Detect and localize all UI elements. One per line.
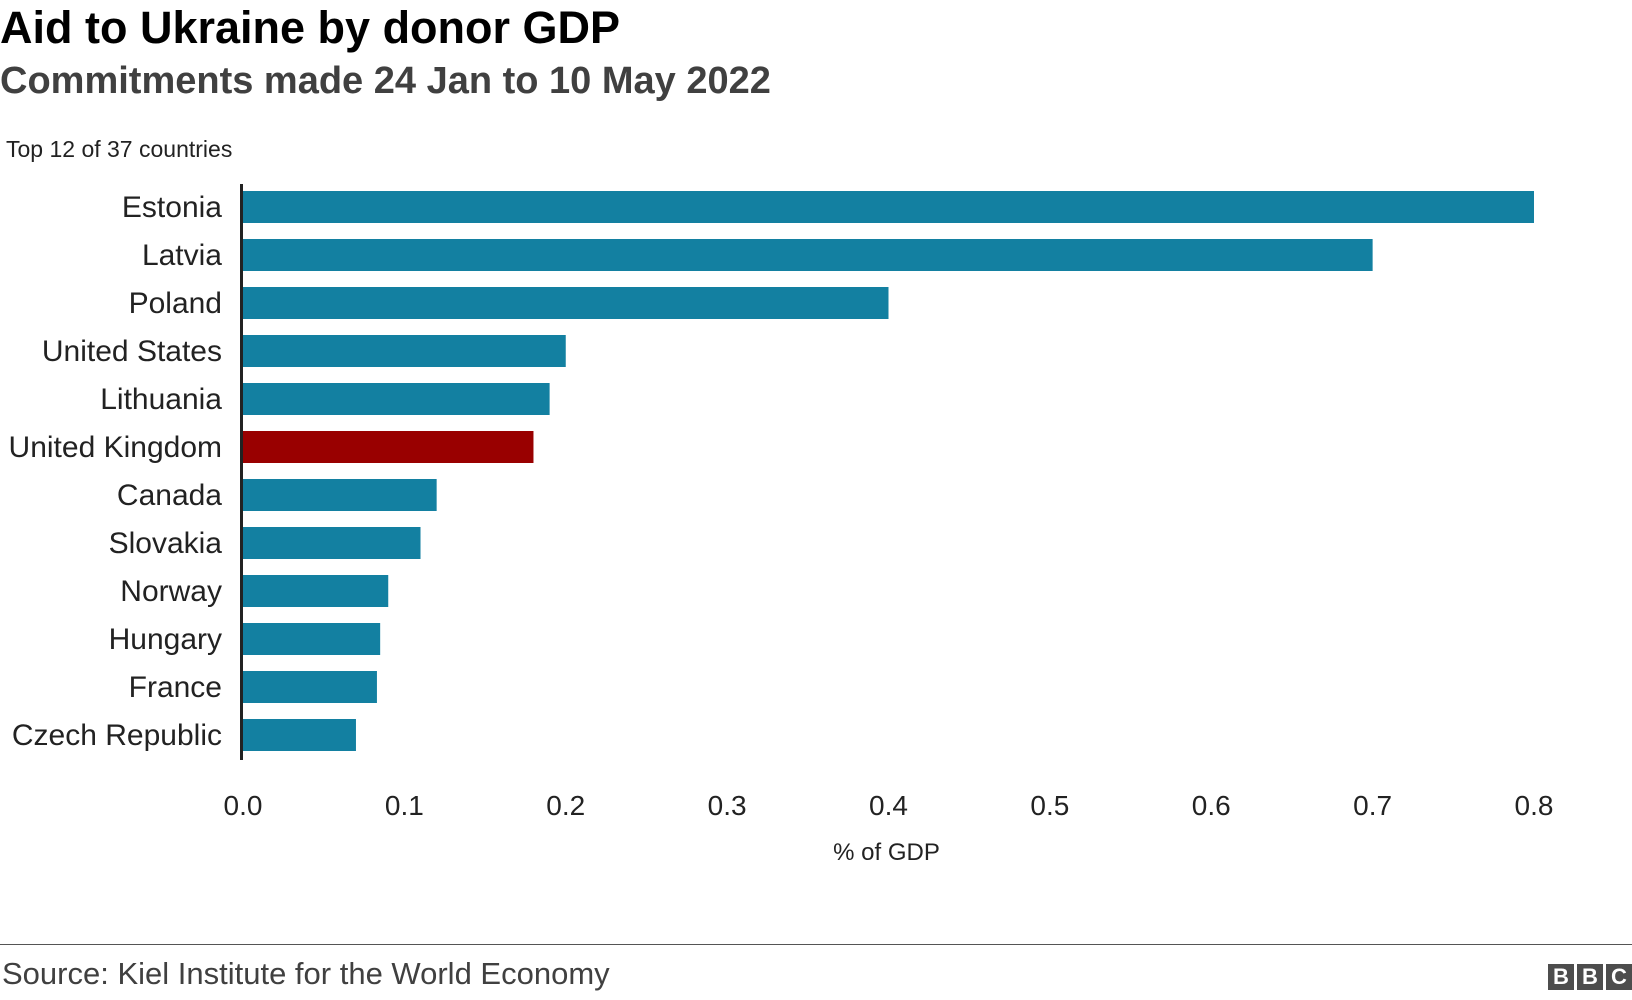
bar-united-states <box>243 335 566 367</box>
x-tick-label: 0.5 <box>1030 790 1069 821</box>
x-tick-label: 0.0 <box>224 790 263 821</box>
bar-czech-republic <box>243 719 356 751</box>
category-label: Canada <box>117 479 222 512</box>
category-label: Poland <box>129 287 222 320</box>
chart-title: Aid to Ukraine by donor GDP <box>0 2 621 53</box>
x-tick-label: 0.4 <box>869 790 908 821</box>
x-axis-label: % of GDP <box>833 839 940 866</box>
bar-hungary <box>243 623 381 655</box>
category-label: France <box>129 671 222 704</box>
bars-group <box>243 191 1534 751</box>
bar-chart: Estonia Latvia Poland United States Lithuani… <box>9 184 1554 866</box>
bbc-logo: B B C <box>1548 964 1632 990</box>
x-tick-label: 0.2 <box>546 790 585 821</box>
chart-subtitle: Commitments made 24 Jan to 10 May 2022 <box>0 60 771 102</box>
category-label: United States <box>42 335 222 368</box>
logo-letter: B <box>1577 964 1603 990</box>
category-label: Hungary <box>109 623 222 656</box>
bar-slovakia <box>243 527 421 559</box>
source-note: Source: Kiel Institute for the World Eco… <box>2 956 610 991</box>
category-label: Estonia <box>122 191 222 224</box>
bar-poland <box>243 287 889 319</box>
logo-letter: C <box>1606 964 1632 990</box>
category-label: Lithuania <box>100 383 222 416</box>
x-tick-label: 0.3 <box>708 790 747 821</box>
bar-canada <box>243 479 437 511</box>
bar-latvia <box>243 239 1373 271</box>
bar-united-kingdom <box>243 431 534 463</box>
bar-estonia <box>243 191 1534 223</box>
bar-france <box>243 671 377 703</box>
x-tick-labels-group: 0.0 0.1 0.2 0.3 0.4 0.5 0.6 0.7 0.8 <box>224 790 1554 821</box>
bar-lithuania <box>243 383 550 415</box>
x-tick-label: 0.7 <box>1353 790 1392 821</box>
logo-letter: B <box>1548 964 1574 990</box>
x-tick-label: 0.1 <box>385 790 424 821</box>
category-label: Norway <box>120 575 222 608</box>
chart-note: Top 12 of 37 countries <box>6 136 233 162</box>
category-label: United Kingdom <box>9 431 222 464</box>
category-labels-group: Estonia Latvia Poland United States Lithuani… <box>9 191 223 752</box>
bar-norway <box>243 575 389 607</box>
category-label: Slovakia <box>109 527 223 560</box>
category-label: Latvia <box>142 239 222 272</box>
footer-divider <box>0 944 1632 945</box>
x-tick-label: 0.6 <box>1192 790 1231 821</box>
x-tick-label: 0.8 <box>1515 790 1554 821</box>
category-label: Czech Republic <box>12 719 222 752</box>
